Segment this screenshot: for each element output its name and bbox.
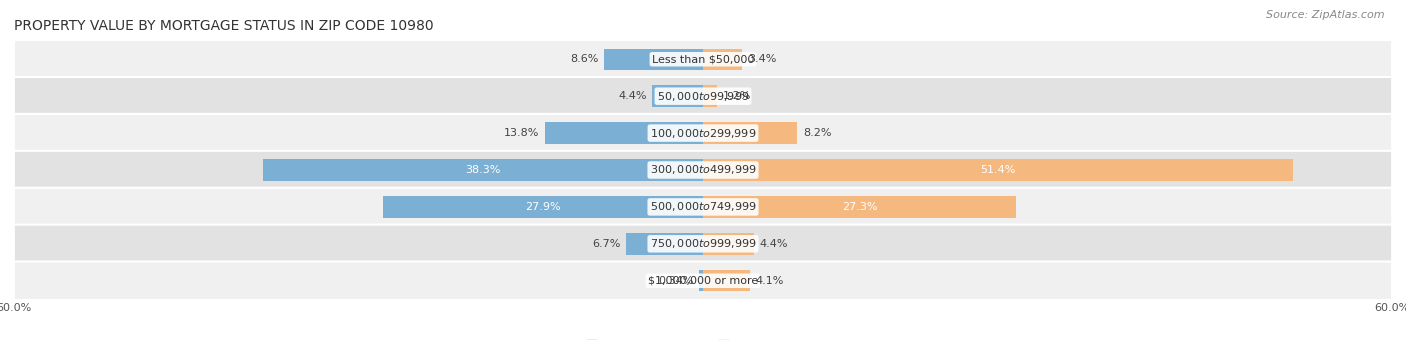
Bar: [703, 85, 717, 107]
Text: Source: ZipAtlas.com: Source: ZipAtlas.com: [1267, 10, 1385, 20]
Text: 4.4%: 4.4%: [619, 91, 647, 101]
Bar: [703, 159, 1294, 181]
Text: 8.6%: 8.6%: [571, 54, 599, 64]
Text: 4.1%: 4.1%: [756, 276, 785, 286]
Bar: [703, 49, 742, 70]
Text: 51.4%: 51.4%: [980, 165, 1015, 175]
FancyBboxPatch shape: [14, 261, 1392, 300]
Text: 8.2%: 8.2%: [803, 128, 831, 138]
Text: $300,000 to $499,999: $300,000 to $499,999: [650, 164, 756, 176]
Text: 27.9%: 27.9%: [524, 202, 561, 212]
FancyBboxPatch shape: [14, 151, 1392, 189]
Bar: [605, 49, 703, 70]
Bar: [703, 122, 797, 144]
FancyBboxPatch shape: [14, 114, 1392, 152]
FancyBboxPatch shape: [14, 225, 1392, 263]
Bar: [382, 196, 703, 218]
FancyBboxPatch shape: [14, 77, 1392, 115]
Bar: [652, 85, 703, 107]
Text: 1.2%: 1.2%: [723, 91, 751, 101]
Text: 38.3%: 38.3%: [465, 165, 501, 175]
Text: 0.34%: 0.34%: [658, 276, 693, 286]
Text: $750,000 to $999,999: $750,000 to $999,999: [650, 237, 756, 250]
Text: $500,000 to $749,999: $500,000 to $749,999: [650, 200, 756, 214]
FancyBboxPatch shape: [14, 40, 1392, 79]
Bar: [626, 233, 703, 255]
Text: 4.4%: 4.4%: [759, 239, 787, 249]
Text: $50,000 to $99,999: $50,000 to $99,999: [657, 90, 749, 103]
Text: PROPERTY VALUE BY MORTGAGE STATUS IN ZIP CODE 10980: PROPERTY VALUE BY MORTGAGE STATUS IN ZIP…: [14, 19, 433, 33]
Text: 3.4%: 3.4%: [748, 54, 776, 64]
Text: 13.8%: 13.8%: [503, 128, 538, 138]
Bar: [703, 233, 754, 255]
Bar: [703, 196, 1017, 218]
Text: $100,000 to $299,999: $100,000 to $299,999: [650, 126, 756, 140]
Bar: [703, 270, 749, 291]
Text: 27.3%: 27.3%: [842, 202, 877, 212]
Bar: [263, 159, 703, 181]
Text: Less than $50,000: Less than $50,000: [652, 54, 754, 64]
Bar: [544, 122, 703, 144]
FancyBboxPatch shape: [14, 188, 1392, 226]
Text: 6.7%: 6.7%: [592, 239, 620, 249]
Bar: [699, 270, 703, 291]
Text: $1,000,000 or more: $1,000,000 or more: [648, 276, 758, 286]
